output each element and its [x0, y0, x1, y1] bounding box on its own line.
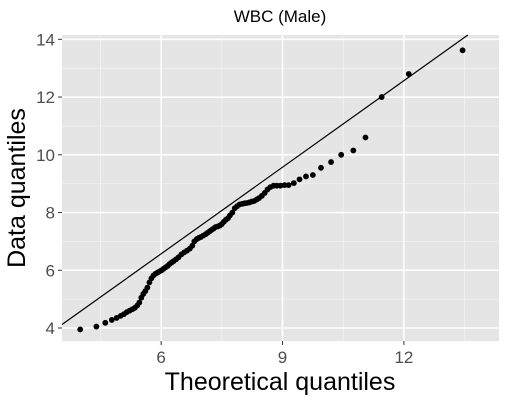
x-axis-label: Theoretical quantiles — [165, 368, 396, 396]
data-point — [338, 151, 345, 158]
data-point — [405, 71, 412, 77]
data-point — [281, 182, 288, 189]
data-point — [350, 147, 357, 154]
data-point — [189, 242, 196, 249]
data-point — [459, 47, 466, 54]
data-point — [378, 94, 385, 100]
y-tick-label: 12 — [36, 88, 55, 107]
y-axis: 4 6 8 10 12 14 — [36, 30, 62, 338]
data-points — [77, 47, 466, 333]
y-tick-label: 6 — [46, 261, 55, 280]
chart-title: WBC (Male) — [234, 7, 327, 26]
data-point — [362, 134, 369, 141]
y-axis-label: Data quantiles — [3, 108, 31, 268]
y-tick-label: 8 — [46, 204, 55, 223]
qq-reference-line — [61, 34, 469, 326]
minor-gridlines — [62, 35, 499, 341]
data-point — [102, 319, 109, 326]
data-point — [285, 182, 292, 189]
major-gridlines — [62, 35, 499, 341]
data-point — [108, 317, 115, 323]
data-point — [296, 176, 303, 183]
x-tick-label: 6 — [156, 348, 165, 367]
data-point — [144, 284, 151, 291]
data-point — [77, 326, 84, 333]
x-tick-label: 12 — [394, 348, 413, 367]
data-point — [303, 173, 309, 180]
y-tick-label: 4 — [46, 319, 55, 338]
y-tick-label: 14 — [36, 30, 55, 49]
reference-line-group — [61, 34, 469, 326]
x-tick-label: 9 — [278, 348, 287, 367]
data-point — [290, 180, 297, 186]
data-point — [318, 164, 324, 171]
x-axis: 6 9 12 — [156, 341, 413, 367]
data-point — [136, 299, 143, 306]
data-point — [328, 159, 334, 165]
data-point — [93, 323, 100, 330]
y-tick-label: 10 — [36, 146, 55, 165]
data-point — [229, 209, 236, 216]
data-point — [309, 172, 316, 178]
